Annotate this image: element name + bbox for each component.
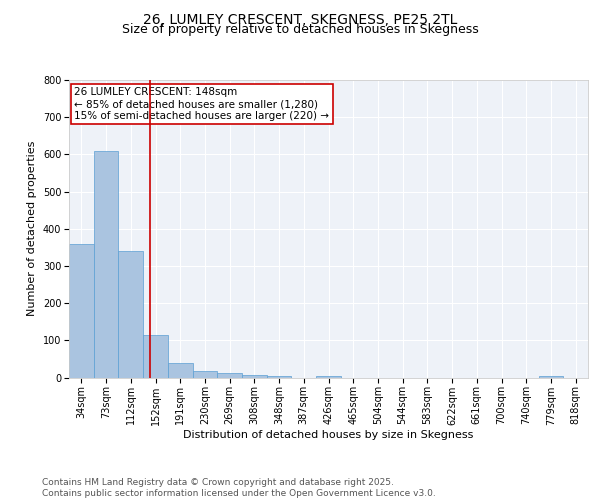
Bar (539, 376, 563, 378)
Bar (316, 376, 341, 378)
Bar (217, 372, 242, 378)
Text: Contains HM Land Registry data © Crown copyright and database right 2025.
Contai: Contains HM Land Registry data © Crown c… (42, 478, 436, 498)
Text: 26, LUMLEY CRESCENT, SKEGNESS, PE25 2TL: 26, LUMLEY CRESCENT, SKEGNESS, PE25 2TL (143, 12, 457, 26)
Bar (193, 371, 217, 378)
Text: Size of property relative to detached houses in Skegness: Size of property relative to detached ho… (122, 22, 478, 36)
Bar (267, 376, 292, 378)
Bar (143, 334, 168, 378)
Text: 26 LUMLEY CRESCENT: 148sqm
← 85% of detached houses are smaller (1,280)
15% of s: 26 LUMLEY CRESCENT: 148sqm ← 85% of deta… (74, 88, 329, 120)
Bar (168, 362, 193, 378)
Bar (69, 244, 94, 378)
Bar (94, 150, 118, 378)
Y-axis label: Number of detached properties: Number of detached properties (28, 141, 37, 316)
Bar (118, 251, 143, 378)
X-axis label: Distribution of detached houses by size in Skegness: Distribution of detached houses by size … (184, 430, 473, 440)
Bar (242, 374, 267, 378)
